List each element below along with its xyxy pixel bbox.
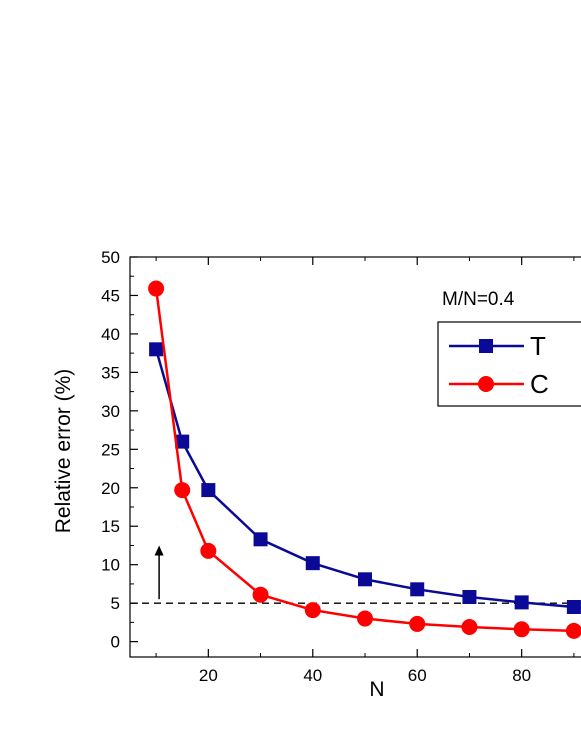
y-tick-label: 40	[101, 325, 120, 344]
data-point-C	[148, 280, 165, 297]
data-point-T	[514, 595, 529, 610]
y-tick-label: 30	[101, 402, 120, 421]
y-tick-label: 10	[101, 556, 120, 575]
data-point-T	[358, 572, 372, 587]
x-tick-label: 20	[199, 666, 218, 685]
arrow-head	[154, 545, 164, 556]
y-tick-label: 0	[111, 633, 120, 652]
axes	[129, 256, 581, 658]
data-point-T	[253, 532, 268, 547]
data-point-C	[513, 621, 530, 638]
x-tick-label: 40	[303, 666, 322, 685]
y-tick-label: 25	[101, 440, 120, 459]
data-point-T	[566, 600, 581, 614]
data-point-C	[252, 586, 269, 603]
data-point-C	[200, 542, 217, 559]
legend-marker-C	[478, 376, 494, 392]
y-tick-label: 15	[101, 517, 120, 536]
x-tick-label: 80	[512, 666, 531, 685]
legend-marker-T	[479, 339, 493, 353]
data-point-T	[149, 342, 164, 357]
data-point-C	[304, 602, 321, 619]
data-point-C	[461, 619, 478, 635]
data-point-T	[462, 590, 477, 604]
data-point-T	[175, 434, 190, 449]
y-axis-label: Relative error (%)	[52, 369, 75, 534]
data-point-T	[201, 483, 216, 498]
data-point-C	[357, 610, 373, 627]
threshold-layer	[130, 545, 581, 604]
annotation-label: M/N=0.4	[442, 289, 515, 310]
y-tick-label: 45	[101, 286, 120, 305]
plot-frame	[129, 256, 581, 658]
data-point-C	[409, 615, 426, 632]
data-point-T	[305, 556, 320, 571]
data-point-C	[174, 482, 191, 499]
series-layer	[148, 280, 581, 639]
y-tick-label: 5	[111, 594, 120, 613]
legend-label-T: T	[530, 331, 546, 361]
data-point-C	[565, 622, 581, 639]
x-axis-label: N	[369, 678, 384, 701]
legend: TC	[437, 321, 581, 407]
tick-labels: 0 5 10 15 20 25 30 35 40 45 50 20 40 60 80	[101, 248, 531, 685]
data-point-T	[410, 582, 425, 597]
y-tick-label: 35	[101, 363, 120, 382]
y-tick-label: 20	[101, 479, 120, 498]
x-tick-label: 60	[408, 666, 427, 685]
legend-label-C: C	[530, 369, 549, 399]
legend-box	[437, 321, 581, 407]
y-tick-label: 50	[101, 248, 120, 267]
